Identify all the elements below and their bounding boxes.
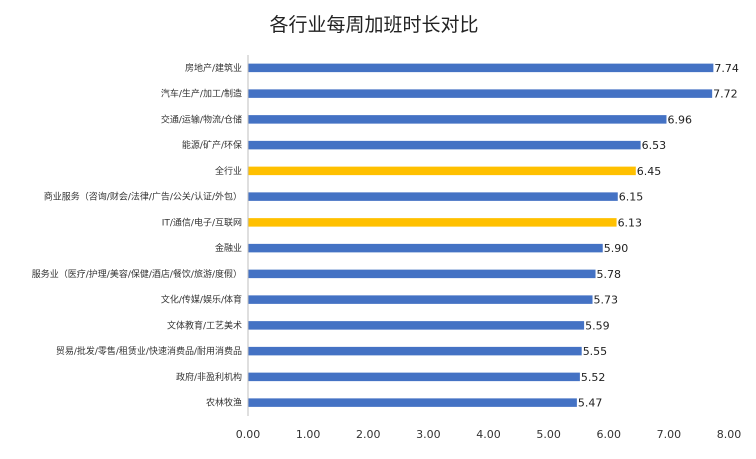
value-label: 6.53 <box>642 139 667 152</box>
bars-layer: 房地产/建筑业 7.74 汽车/生产/加工/制造 7.72 交通/运输/物流/仓储 6.9… <box>32 62 739 410</box>
bar <box>248 192 618 201</box>
value-label: 7.74 <box>714 62 739 75</box>
x-tick-label: 2.00 <box>356 428 381 441</box>
x-tick-label: 5.00 <box>536 428 561 441</box>
value-label: 5.52 <box>581 371 606 384</box>
value-label: 5.59 <box>585 319 610 332</box>
bar <box>248 89 713 98</box>
value-label: 6.15 <box>619 191 644 204</box>
value-label: 5.73 <box>594 294 619 307</box>
chart-title: 各行业每周加班时长对比 <box>269 14 478 36</box>
x-tick-label: 1.00 <box>296 428 321 441</box>
x-tick-label: 8.00 <box>717 428 742 441</box>
value-label: 6.96 <box>667 113 692 126</box>
category-label: 政府/非盈利机构 <box>176 371 242 383</box>
bar <box>248 269 596 279</box>
category-label: 金融业 <box>215 242 242 254</box>
x-tick-label: 4.00 <box>476 428 501 441</box>
x-tick-label: 0.00 <box>236 428 261 441</box>
x-tick-label: 7.00 <box>657 428 682 441</box>
bar <box>248 140 641 150</box>
category-label: 农林牧渔 <box>206 397 242 409</box>
bar <box>248 346 582 356</box>
category-label: 文化/传媒/娱乐/体育 <box>161 294 242 306</box>
bar <box>248 321 585 330</box>
bar <box>248 63 714 73</box>
x-axis-ticks: 0.00 1.00 2.00 3.00 4.00 5.00 6.00 7.00 8.00 <box>236 428 742 441</box>
category-label: 房地产/建筑业 <box>185 62 242 74</box>
category-label: 文体教育/工艺美术 <box>167 319 242 331</box>
category-label: 商业服务（咨询/财会/法律/广告/公关/认证/外包） <box>44 191 242 203</box>
bar <box>248 295 593 304</box>
x-tick-label: 6.00 <box>597 428 622 441</box>
category-label: 贸易/批发/零售/租赁业/快速消费品/耐用消费品 <box>56 345 242 357</box>
value-label: 7.72 <box>713 88 738 101</box>
bar <box>248 372 580 382</box>
value-label: 5.55 <box>583 345 608 358</box>
bar <box>248 115 667 124</box>
category-label: 汽车/生产/加工/制造 <box>161 88 242 100</box>
category-label: 交通/运输/物流/仓储 <box>161 113 242 125</box>
category-label: 能源/矿产/环保 <box>182 139 242 151</box>
value-label: 5.90 <box>604 242 629 255</box>
x-tick-label: 3.00 <box>416 428 441 441</box>
bar <box>248 243 603 253</box>
value-label: 5.47 <box>578 397 603 410</box>
category-label: IT/通信/电子/互联网 <box>162 216 242 228</box>
bar-highlighted <box>248 166 636 176</box>
bar-highlighted <box>248 218 617 227</box>
value-label: 5.78 <box>597 268 622 281</box>
bar <box>248 398 577 407</box>
value-label: 6.13 <box>618 216 643 229</box>
category-label: 全行业 <box>215 165 242 177</box>
value-label: 6.45 <box>637 165 662 178</box>
category-label: 服务业（医疗/护理/美容/保健/酒店/餐饮/旅游/度假） <box>32 268 242 280</box>
